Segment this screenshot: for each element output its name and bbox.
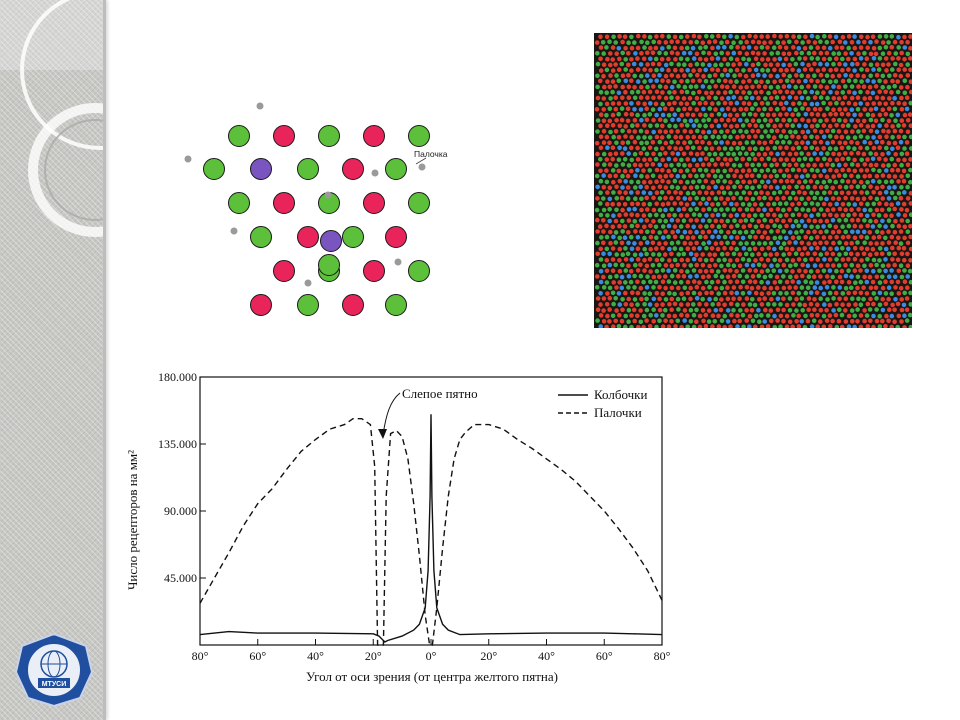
university-logo: МТУСИ bbox=[14, 632, 94, 713]
rod-label: Палочка bbox=[414, 149, 448, 159]
cone-red bbox=[342, 294, 364, 316]
cone-red bbox=[385, 226, 407, 248]
rod-dot bbox=[324, 191, 332, 199]
y-tick-label: 90.000 bbox=[164, 504, 197, 518]
cone-red bbox=[363, 192, 385, 214]
x-tick-label: 60° bbox=[249, 649, 266, 663]
blind-spot-annotation: Слепое пятно bbox=[402, 386, 478, 401]
cone-red bbox=[363, 260, 385, 282]
cone-green bbox=[203, 158, 225, 180]
rod-dot bbox=[184, 155, 192, 163]
x-tick-label: 40° bbox=[538, 649, 555, 663]
cone-green bbox=[297, 158, 319, 180]
cone-green bbox=[228, 192, 250, 214]
y-tick-label: 45.000 bbox=[164, 571, 197, 585]
legend-cones-label: Колбочки bbox=[594, 387, 647, 402]
cone-red bbox=[273, 192, 295, 214]
x-tick-label: 60° bbox=[596, 649, 613, 663]
cone-red bbox=[250, 294, 272, 316]
y-tick-label: 135.000 bbox=[158, 437, 197, 451]
rod-dot bbox=[418, 163, 426, 171]
x-tick-label: 0° bbox=[426, 649, 437, 663]
x-axis-label: Угол от оси зрения (от центра желтого пя… bbox=[306, 669, 558, 684]
cone-green bbox=[318, 125, 340, 147]
blind-spot-arrow bbox=[382, 392, 401, 436]
y-axis-label: Число рецепторов на мм² bbox=[125, 450, 140, 590]
sidebar-decoration bbox=[0, 0, 103, 237]
x-tick-label: 20° bbox=[365, 649, 382, 663]
x-tick-label: 20° bbox=[480, 649, 497, 663]
rod-dot bbox=[394, 258, 402, 266]
x-tick-label: 80° bbox=[192, 649, 209, 663]
x-tick-label: 80° bbox=[654, 649, 671, 663]
cone-red bbox=[273, 260, 295, 282]
rod-dot bbox=[256, 102, 264, 110]
rod-dot bbox=[304, 279, 312, 287]
cones-series-line bbox=[199, 414, 663, 643]
retina-mosaic-image bbox=[594, 33, 912, 328]
cone-green bbox=[385, 158, 407, 180]
cone-green bbox=[408, 125, 430, 147]
x-tick-label: 40° bbox=[307, 649, 324, 663]
cone-blue bbox=[320, 230, 342, 252]
sidebar-panel: МТУСИ bbox=[0, 0, 106, 720]
cone-red bbox=[342, 158, 364, 180]
legend-rods-label: Палочки bbox=[594, 405, 642, 420]
cone-green bbox=[385, 294, 407, 316]
cone-red bbox=[273, 125, 295, 147]
cone-green bbox=[297, 294, 319, 316]
logo-badge-text: МТУСИ bbox=[42, 681, 67, 688]
rod-dot bbox=[371, 169, 379, 177]
y-tick-label: 180.000 bbox=[158, 370, 197, 384]
cone-green bbox=[318, 254, 340, 276]
cone-green bbox=[342, 226, 364, 248]
rods-series-line bbox=[199, 418, 663, 646]
cone-green bbox=[250, 226, 272, 248]
cone-green bbox=[408, 260, 430, 282]
cone-red bbox=[297, 226, 319, 248]
receptor-density-chart: 45.000 90.000 135.000 180.000 80° 60° 40° 20° 0°… bbox=[125, 370, 671, 684]
blind-spot-arrowhead bbox=[378, 429, 387, 439]
cone-mosaic-diagram: Палочка bbox=[184, 102, 448, 316]
cone-green bbox=[228, 125, 250, 147]
cone-blue bbox=[250, 158, 272, 180]
cone-red bbox=[363, 125, 385, 147]
chart-legend: Колбочки Палочки bbox=[558, 387, 647, 420]
rod-dot bbox=[230, 227, 238, 235]
cone-green bbox=[408, 192, 430, 214]
